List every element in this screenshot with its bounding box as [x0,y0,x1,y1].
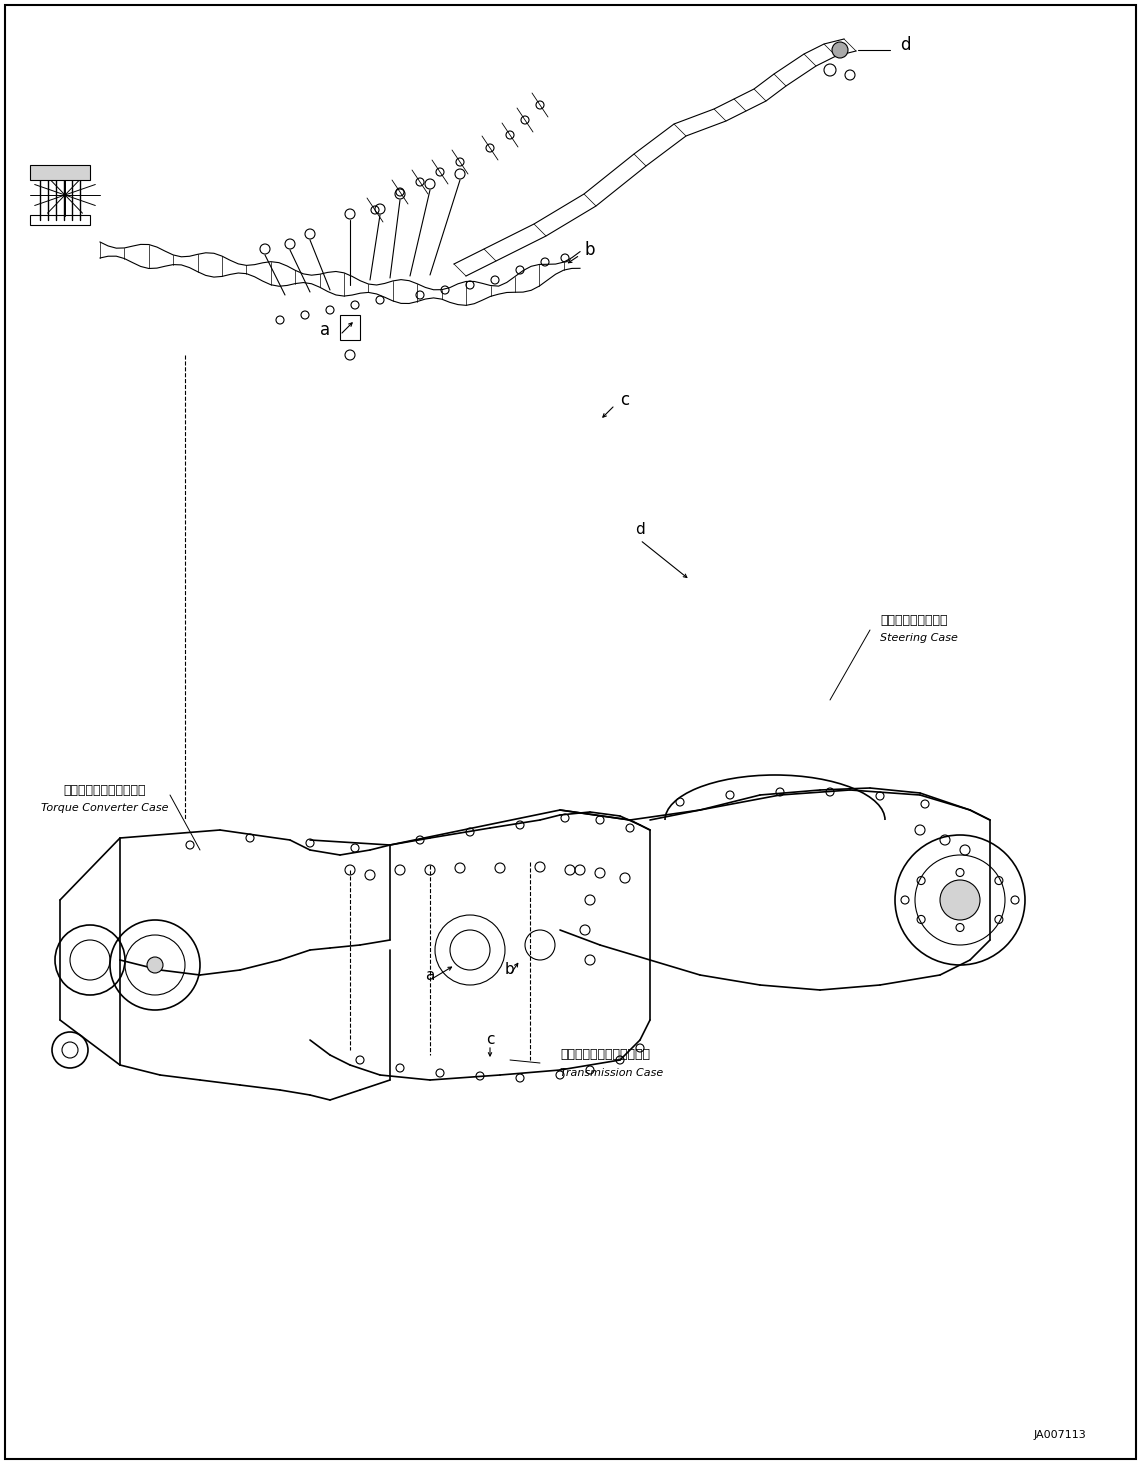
Circle shape [147,957,163,974]
Text: Transmission Case: Transmission Case [560,1069,663,1078]
Text: Torque Converter Case: Torque Converter Case [41,802,169,813]
Circle shape [832,42,848,59]
Text: c: c [486,1032,494,1048]
Text: ステアリングケース: ステアリングケース [880,613,947,627]
Text: b: b [505,962,515,978]
Text: b: b [584,242,596,259]
Text: d: d [900,37,911,54]
Bar [30,165,90,180]
Text: c: c [621,391,630,408]
Text: Steering Case: Steering Case [880,632,958,643]
Bar [30,215,90,225]
Text: JA007113: JA007113 [1034,1430,1086,1441]
Text: トランスミッションケース: トランスミッションケース [560,1048,650,1061]
Text: a: a [319,321,330,340]
Circle shape [940,880,980,919]
Text: トルクコンバータケース: トルクコンバータケース [64,783,146,796]
Bar [340,315,361,340]
Text: a: a [426,968,435,982]
Text: d: d [636,523,645,537]
